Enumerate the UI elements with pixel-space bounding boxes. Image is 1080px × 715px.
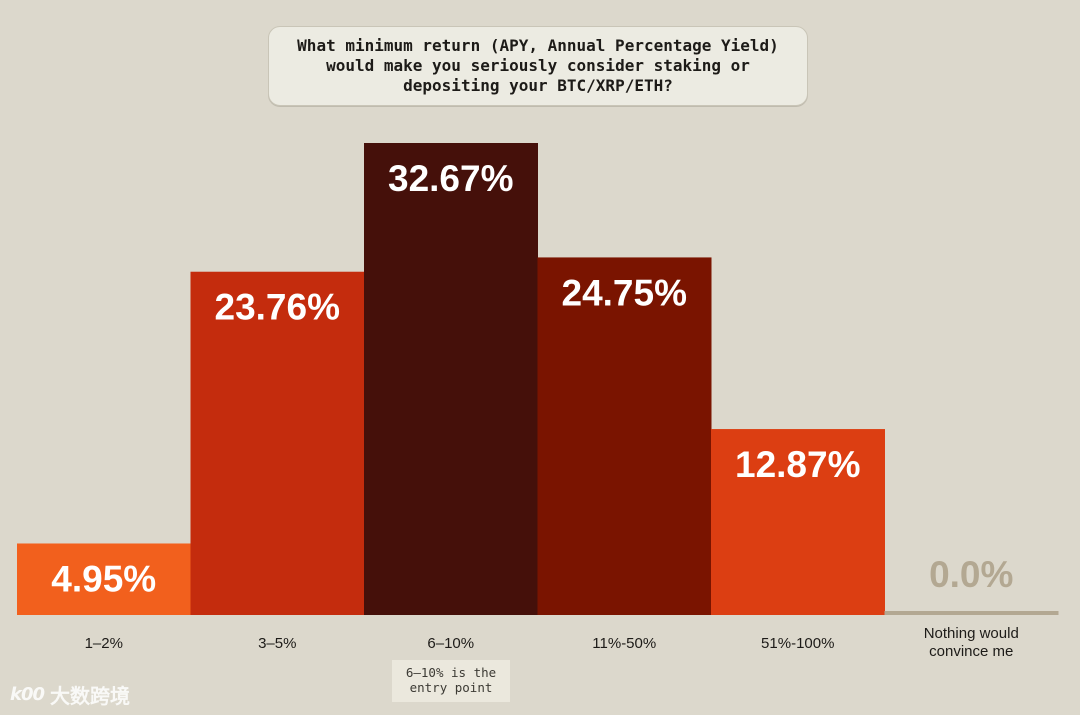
watermark-logo: k00 xyxy=(10,683,45,705)
watermark-text: 大数跨境 xyxy=(50,683,131,708)
value-label: 32.67% xyxy=(388,158,514,199)
bar xyxy=(711,429,885,615)
value-label: 12.87% xyxy=(735,444,861,485)
category-label: 51%-100% xyxy=(761,635,834,652)
category-label: 11%-50% xyxy=(592,635,656,652)
bar xyxy=(190,271,365,615)
value-label: 24.75% xyxy=(562,272,688,313)
watermark: k00 大数跨境 xyxy=(10,680,130,708)
category-label: Nothing would convince me xyxy=(924,625,1019,660)
category-label: 6–10% xyxy=(427,635,474,652)
bar xyxy=(364,143,538,615)
bar xyxy=(17,543,191,615)
category-label: 3–5% xyxy=(258,635,296,652)
bar xyxy=(537,257,712,615)
chart-title: What minimum return (APY, Annual Percent… xyxy=(268,26,808,106)
value-label: 0.0% xyxy=(929,554,1013,595)
value-label: 23.76% xyxy=(215,287,341,328)
annotation-note: 6–10% is the entry point xyxy=(392,660,510,702)
value-label: 4.95% xyxy=(51,558,156,599)
bar xyxy=(884,611,1059,615)
category-label: 1–2% xyxy=(85,635,123,652)
